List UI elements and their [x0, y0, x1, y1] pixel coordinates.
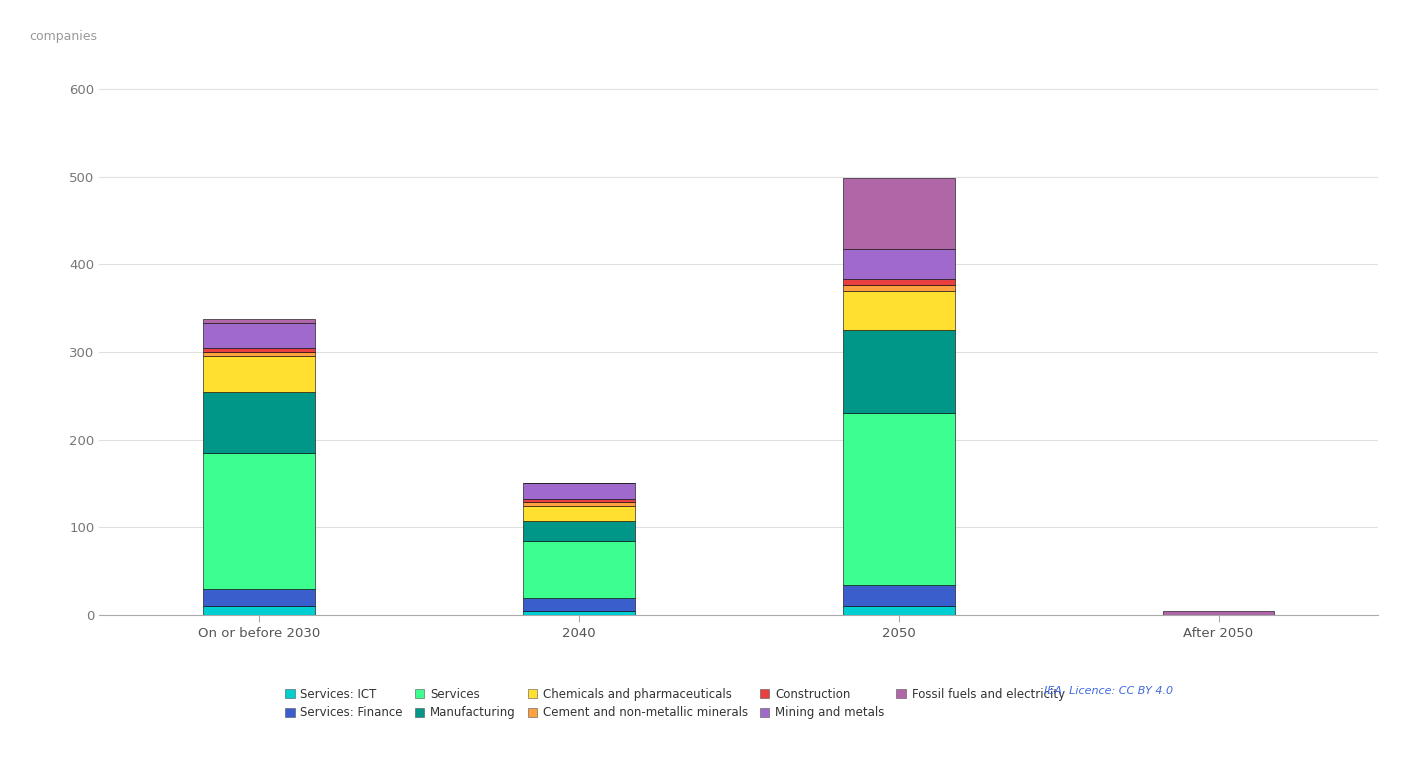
- Bar: [843, 178, 955, 248]
- Bar: [843, 291, 955, 330]
- Bar: [523, 611, 635, 615]
- Bar: [523, 483, 635, 498]
- Bar: [203, 323, 315, 348]
- Bar: [843, 607, 955, 615]
- Bar: [843, 584, 955, 607]
- Text: IEA. Licence: CC BY 4.0: IEA. Licence: CC BY 4.0: [1044, 686, 1174, 696]
- Bar: [203, 352, 315, 357]
- Bar: [843, 279, 955, 285]
- Bar: [203, 318, 315, 323]
- Bar: [203, 589, 315, 607]
- Bar: [203, 607, 315, 615]
- Bar: [203, 348, 315, 352]
- Bar: [843, 248, 955, 279]
- Bar: [523, 521, 635, 541]
- Bar: [523, 502, 635, 505]
- Legend: Services: ICT, Services: Finance, Services, Manufacturing, Chemicals and pharmac: Services: ICT, Services: Finance, Servic…: [280, 683, 1070, 724]
- Bar: [523, 505, 635, 521]
- Text: companies: companies: [30, 29, 97, 42]
- Bar: [523, 541, 635, 598]
- Bar: [1162, 611, 1275, 615]
- Bar: [203, 391, 315, 453]
- Bar: [843, 285, 955, 291]
- Bar: [203, 453, 315, 589]
- Bar: [523, 498, 635, 502]
- Bar: [843, 414, 955, 584]
- Bar: [203, 357, 315, 391]
- Bar: [523, 598, 635, 611]
- Bar: [843, 330, 955, 414]
